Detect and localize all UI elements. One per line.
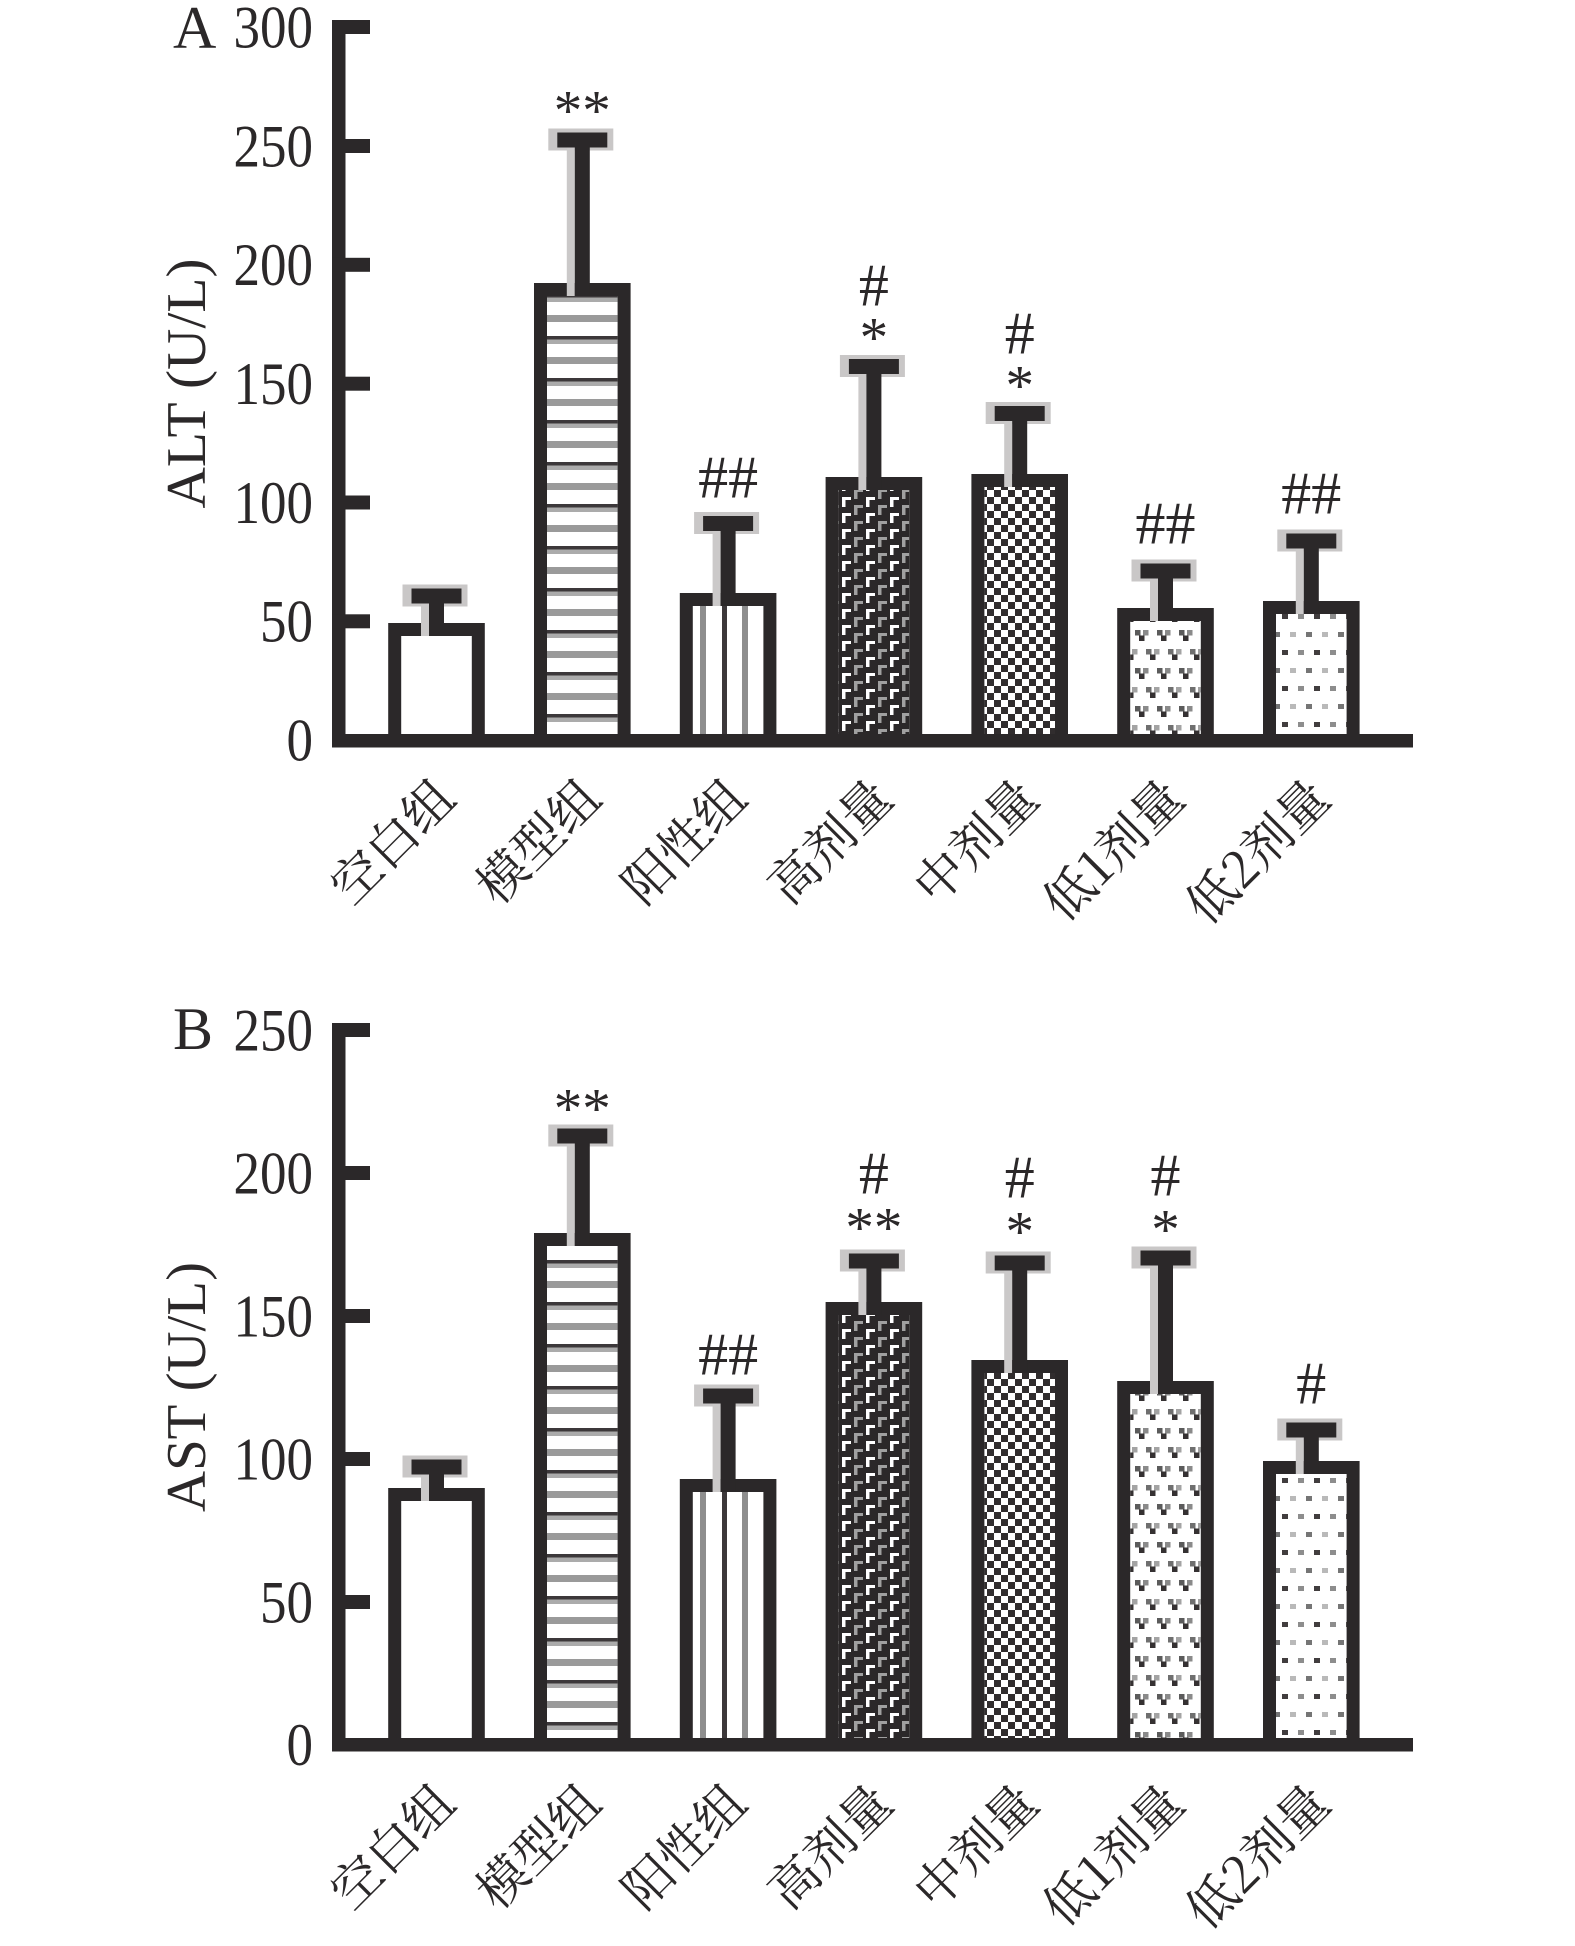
svg-text:*: *: [1005, 354, 1034, 417]
svg-text:*: *: [1151, 1198, 1180, 1261]
svg-text:#: #: [1005, 1144, 1035, 1210]
svg-text:50: 50: [260, 1569, 313, 1635]
svg-text:200: 200: [234, 1140, 314, 1206]
svg-text:50: 50: [260, 589, 313, 655]
svg-text:#: #: [859, 252, 889, 318]
svg-text:##: ##: [1136, 490, 1196, 556]
svg-text:100: 100: [234, 470, 314, 536]
svg-text:**: **: [554, 1077, 611, 1140]
svg-text:#: #: [859, 1140, 889, 1206]
svg-text:250: 250: [234, 997, 314, 1063]
svg-text:##: ##: [698, 444, 758, 510]
svg-text:*: *: [1005, 1200, 1034, 1263]
svg-text:#: #: [1005, 300, 1035, 366]
svg-text:##: ##: [698, 1321, 758, 1387]
svg-text:200: 200: [234, 232, 314, 298]
svg-text:150: 150: [234, 1283, 314, 1349]
svg-text:B: B: [173, 996, 213, 1062]
svg-text:*: *: [860, 306, 889, 369]
svg-text:#: #: [1296, 1350, 1326, 1416]
svg-text:**: **: [845, 1196, 902, 1259]
svg-text:100: 100: [234, 1426, 314, 1492]
svg-text:250: 250: [234, 113, 314, 179]
svg-text:0: 0: [287, 1712, 314, 1778]
svg-text:300: 300: [234, 0, 314, 60]
svg-text:ALT (U/L): ALT (U/L): [156, 259, 218, 509]
svg-text:AST (U/L): AST (U/L): [156, 1262, 218, 1512]
svg-text:**: **: [554, 79, 611, 142]
svg-text:0: 0: [287, 707, 314, 773]
svg-text:A: A: [173, 0, 216, 61]
svg-text:#: #: [1151, 1142, 1181, 1208]
svg-text:##: ##: [1281, 460, 1341, 526]
svg-text:150: 150: [234, 351, 314, 417]
